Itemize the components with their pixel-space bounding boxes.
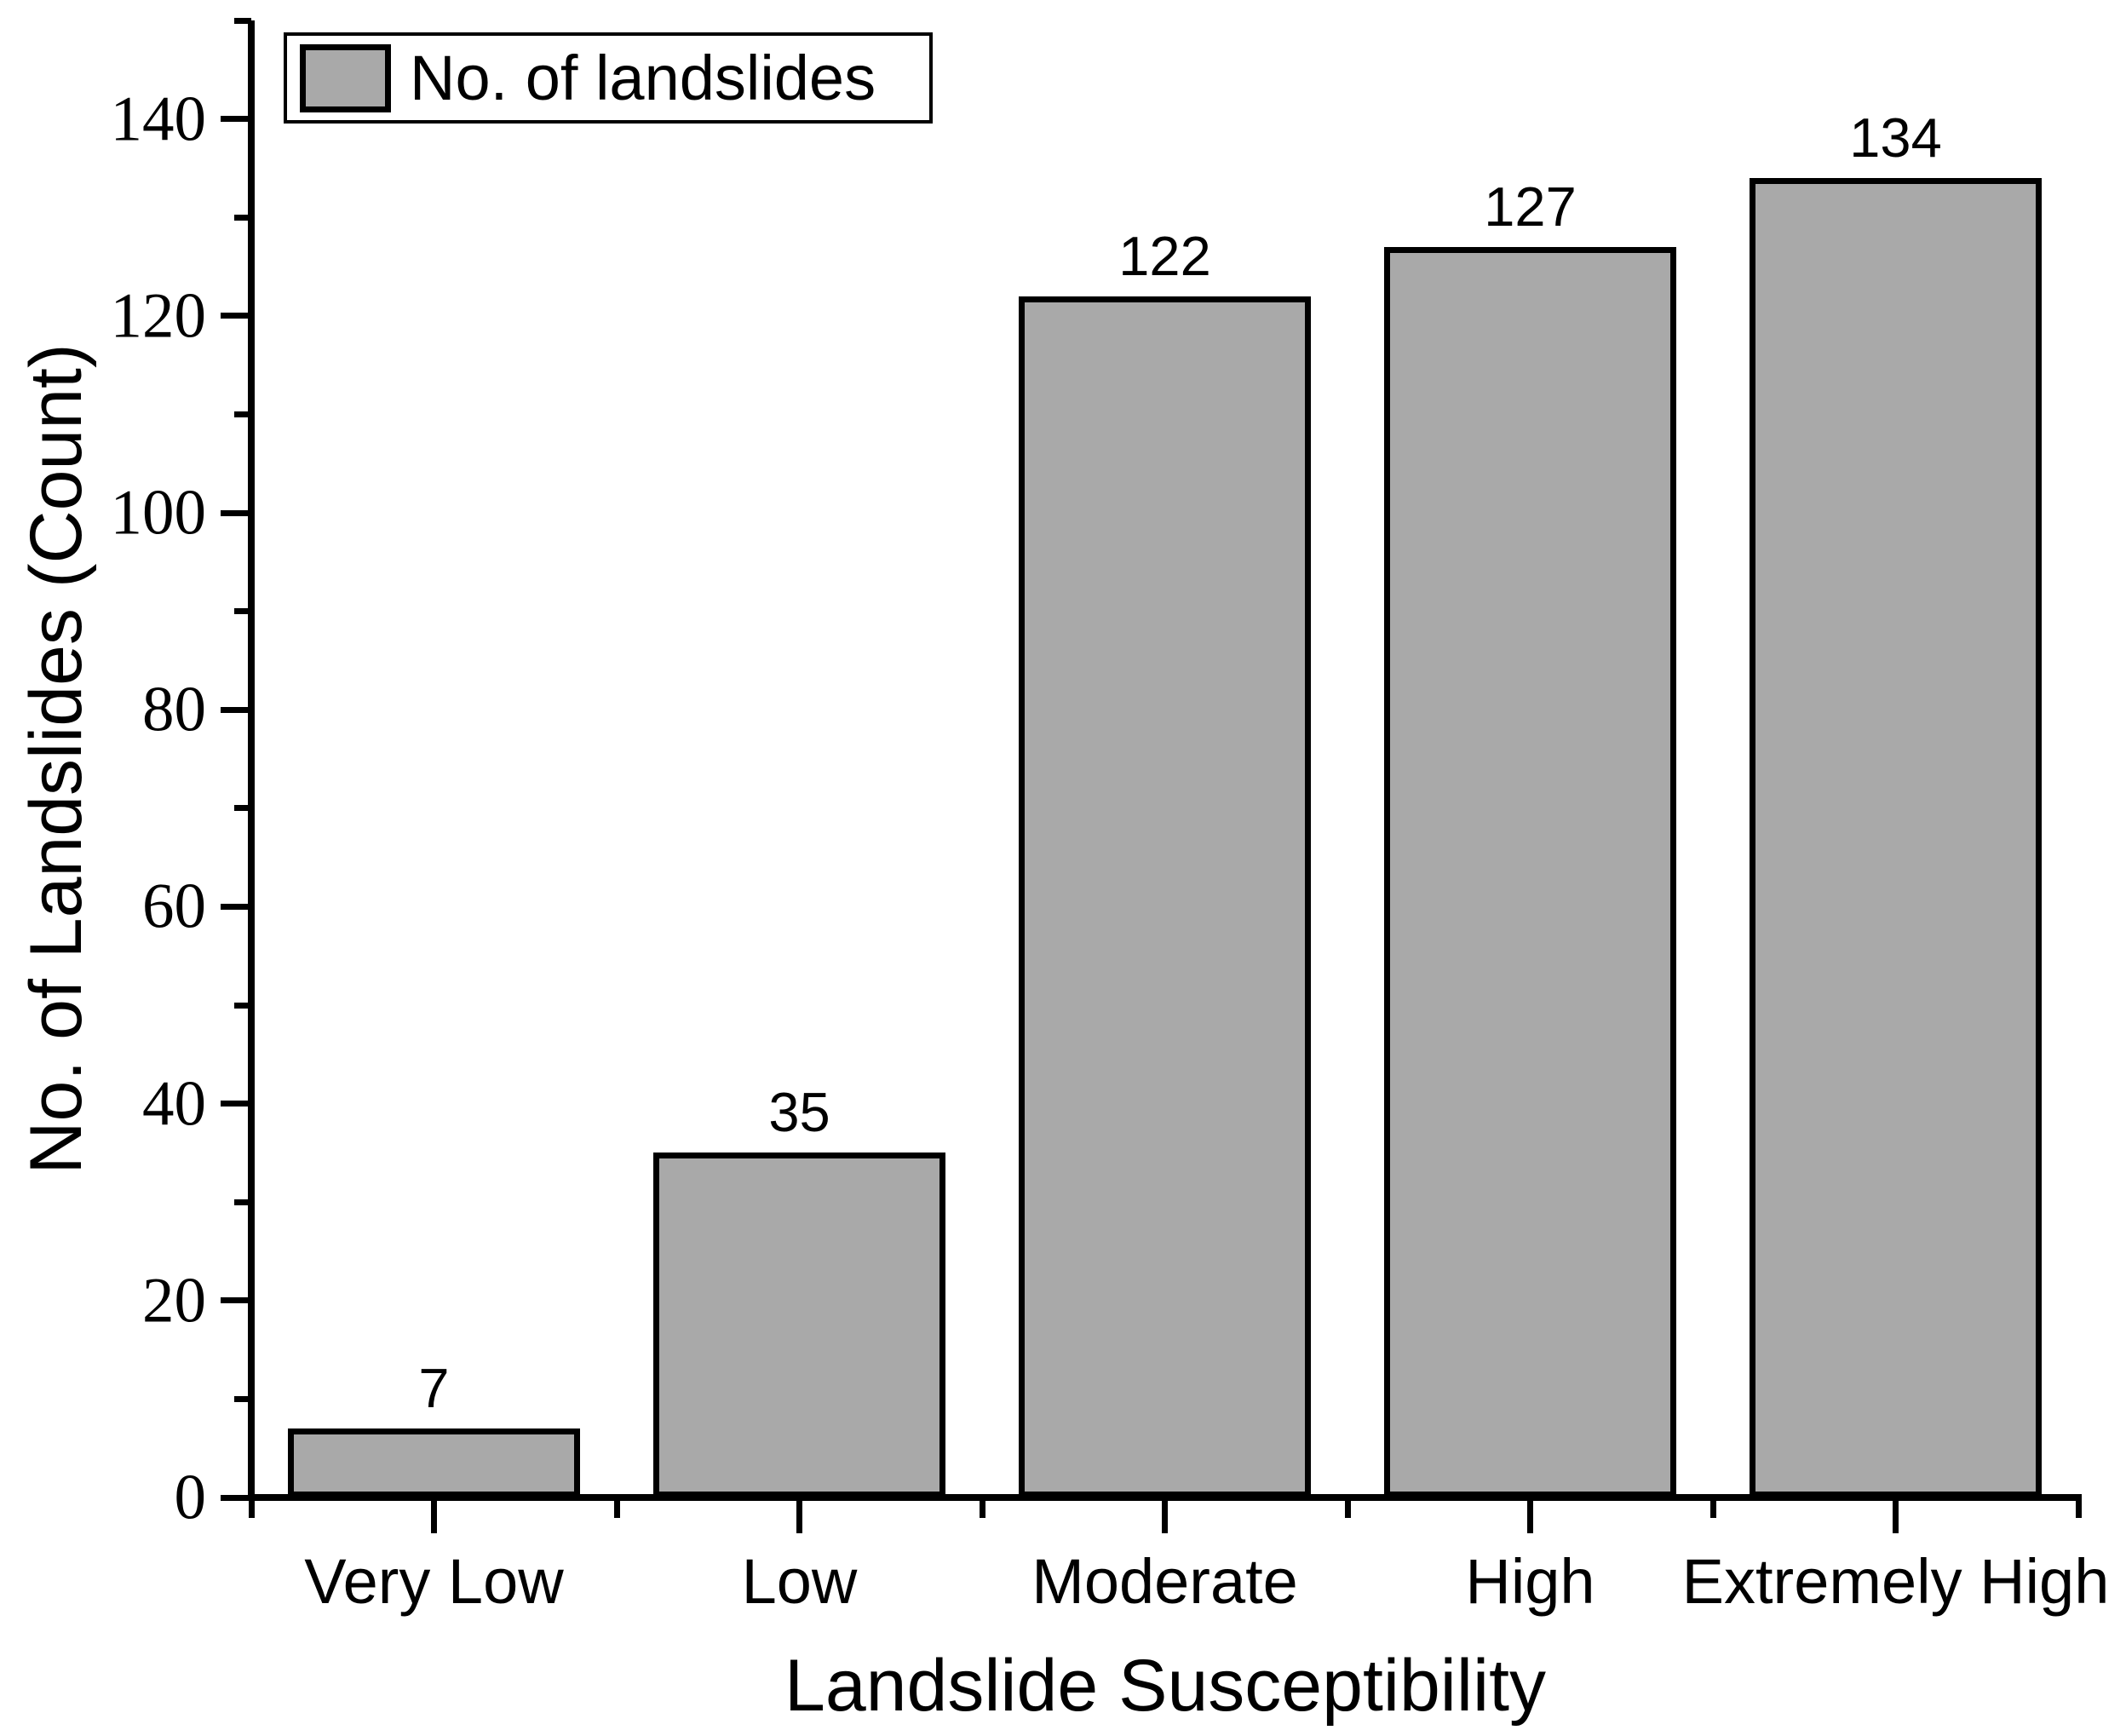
y-axis-minor-tick bbox=[234, 1002, 251, 1009]
x-axis-line bbox=[248, 1494, 2082, 1501]
y-axis-minor-tick bbox=[234, 411, 251, 417]
y-axis-minor-tick bbox=[234, 1395, 251, 1402]
x-axis-major-tick bbox=[1893, 1497, 1899, 1533]
x-axis-category-label: Moderate bbox=[1031, 1546, 1298, 1617]
bar-value-label: 122 bbox=[1118, 224, 1211, 287]
y-axis-major-tick bbox=[221, 1297, 251, 1304]
x-axis-major-tick bbox=[1527, 1497, 1533, 1533]
y-axis-minor-tick bbox=[234, 17, 251, 24]
legend: No. of landslides bbox=[284, 32, 933, 124]
y-axis-tick-label: 40 bbox=[142, 1068, 206, 1140]
y-axis-title: No. of Landslides (Count) bbox=[15, 343, 97, 1175]
x-axis-category-label: Low bbox=[741, 1546, 858, 1617]
bar-value-label: 7 bbox=[418, 1357, 450, 1420]
x-axis-category-label: High bbox=[1465, 1546, 1595, 1617]
x-axis-major-tick bbox=[796, 1497, 802, 1533]
y-axis-major-tick bbox=[221, 1101, 251, 1107]
x-axis-minor-tick bbox=[979, 1497, 985, 1518]
y-axis-tick-label: 80 bbox=[142, 674, 206, 745]
y-axis-major-tick bbox=[221, 509, 251, 516]
y-axis-tick-label: 0 bbox=[174, 1462, 207, 1533]
bar-high bbox=[1384, 246, 1676, 1497]
x-axis-minor-tick bbox=[2075, 1497, 2082, 1518]
y-axis-minor-tick bbox=[234, 1199, 251, 1205]
x-axis-major-tick bbox=[1162, 1497, 1168, 1533]
x-axis-category-label: Extremely High bbox=[1681, 1546, 2110, 1617]
x-axis-major-tick bbox=[431, 1497, 437, 1533]
y-axis-tick-label: 120 bbox=[110, 280, 207, 352]
bar-value-label: 127 bbox=[1484, 175, 1577, 238]
y-axis-major-tick bbox=[221, 706, 251, 713]
x-axis-minor-tick bbox=[1709, 1497, 1716, 1518]
y-axis-tick-label: 20 bbox=[142, 1265, 206, 1336]
x-axis-title: Landslide Susceptibility bbox=[784, 1645, 1546, 1727]
y-axis-tick-label: 100 bbox=[110, 477, 207, 549]
x-axis-minor-tick bbox=[248, 1497, 255, 1518]
bar-extremely-high bbox=[1750, 177, 2042, 1497]
y-axis-major-tick bbox=[221, 313, 251, 319]
y-axis-minor-tick bbox=[234, 608, 251, 615]
y-axis-tick-label: 140 bbox=[110, 83, 207, 155]
bar-value-label: 35 bbox=[768, 1081, 830, 1144]
bar-very-low bbox=[288, 1428, 580, 1497]
x-axis-category-label: Very Low bbox=[304, 1546, 564, 1617]
y-axis-major-tick bbox=[221, 1494, 251, 1501]
bar-moderate bbox=[1019, 296, 1311, 1497]
y-axis-minor-tick bbox=[234, 214, 251, 221]
legend-swatch bbox=[300, 43, 391, 112]
y-axis-tick-label: 60 bbox=[142, 871, 206, 942]
y-axis-major-tick bbox=[221, 903, 251, 910]
x-axis-minor-tick bbox=[1344, 1497, 1351, 1518]
y-axis-major-tick bbox=[221, 116, 251, 123]
y-axis-line bbox=[248, 20, 255, 1501]
bar-value-label: 134 bbox=[1849, 106, 1942, 169]
y-axis-minor-tick bbox=[234, 805, 251, 812]
bar-low bbox=[653, 1153, 945, 1497]
x-axis-minor-tick bbox=[613, 1497, 620, 1518]
legend-label: No. of landslides bbox=[410, 42, 876, 113]
